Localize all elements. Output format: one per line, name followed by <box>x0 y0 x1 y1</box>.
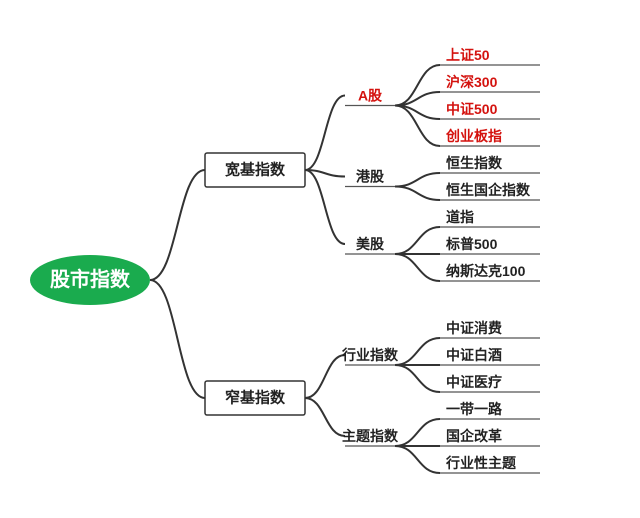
leaf-label: 标普500 <box>445 236 498 252</box>
l2-label: 窄基指数 <box>225 389 286 407</box>
connector-mid-leaf <box>395 173 440 187</box>
mid-label: 行业指数 <box>341 347 399 363</box>
leaf-label: 创业板指 <box>445 128 502 144</box>
leaf-label: 沪深300 <box>446 74 498 90</box>
mid-label: A股 <box>358 88 383 104</box>
connector-mid-leaf <box>395 446 440 473</box>
leaf-label: 道指 <box>446 209 474 225</box>
l2-label: 宽基指数 <box>224 161 286 179</box>
leaf-label: 恒生国企指数 <box>446 182 531 198</box>
connector-l2-mid <box>305 96 345 171</box>
connector-l2-mid <box>305 355 345 398</box>
leaf-label: 国企改革 <box>446 428 502 444</box>
connector-mid-leaf <box>395 419 440 446</box>
mid-label: 美股 <box>356 236 385 252</box>
connector-mid-leaf <box>395 254 440 281</box>
leaf-label: 中证500 <box>446 101 498 117</box>
connector-l2-mid <box>305 398 345 436</box>
leaf-label: 行业性主题 <box>445 455 517 471</box>
connector-mid-leaf <box>395 227 440 254</box>
leaf-label: 中证医疗 <box>446 374 502 390</box>
connector-mid-leaf <box>395 187 440 201</box>
leaf-label: 上证50 <box>446 47 490 63</box>
connector-root-l2 <box>150 170 205 280</box>
leaf-label: 中证白酒 <box>446 347 502 363</box>
connector-mid-leaf <box>395 365 440 392</box>
leaf-label: 一带一路 <box>446 401 503 417</box>
leaf-label: 中证消费 <box>446 320 502 336</box>
root-label: 股市指数 <box>50 267 131 291</box>
connector-l2-mid <box>305 170 345 244</box>
connector-mid-leaf <box>395 338 440 365</box>
mid-label: 主题指数 <box>342 428 399 444</box>
leaf-label: 纳斯达克100 <box>446 263 526 279</box>
leaf-label: 恒生指数 <box>446 155 503 171</box>
connector-root-l2 <box>150 280 205 398</box>
mid-label: 港股 <box>356 169 385 185</box>
